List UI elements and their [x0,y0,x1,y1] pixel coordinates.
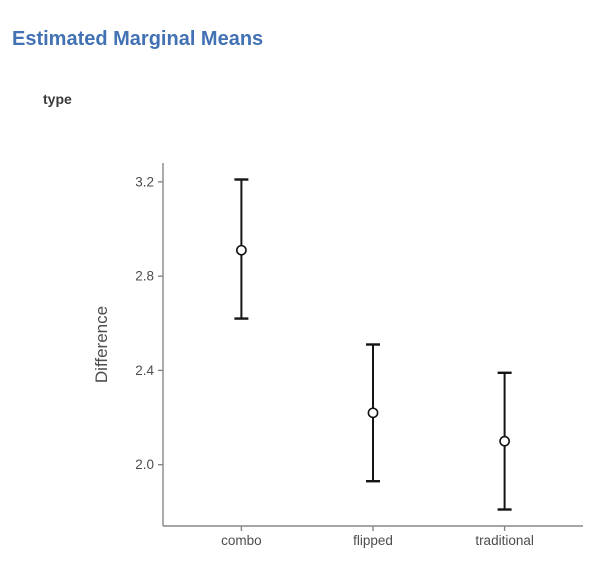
x-tick-label: flipped [353,533,393,548]
x-tick-label: combo [221,533,262,548]
y-tick-label: 2.4 [135,363,154,378]
y-tick-label: 2.8 [135,269,154,284]
x-tick-label: traditional [475,533,534,548]
y-tick-label: 3.2 [135,174,154,189]
mean-point [367,407,379,419]
section-title: Estimated Marginal Means [12,28,264,50]
y-axis-title: Difference [92,306,111,383]
plot-title: type [43,91,72,107]
mean-point [235,244,247,256]
y-tick-label: 2.0 [135,457,154,472]
mean-point [499,435,510,447]
